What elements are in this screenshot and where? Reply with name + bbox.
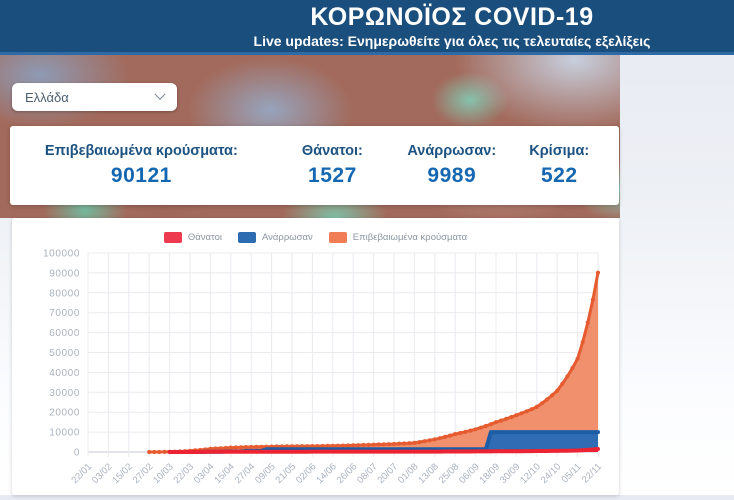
country-select[interactable]: Ελλάδα [12, 83, 177, 111]
svg-text:15/04: 15/04 [212, 461, 237, 486]
svg-text:27/04: 27/04 [233, 461, 258, 486]
svg-text:22/11: 22/11 [580, 461, 604, 485]
app-header: ΚΟΡΩΝΟΪΟΣ COVID-19 Live updates: Ενημερω… [0, 0, 734, 55]
svg-text:12/10: 12/10 [518, 461, 543, 486]
svg-text:01/08: 01/08 [396, 461, 421, 486]
stats-card: Επιβεβαιωμένα κρούσματα: 90121 Θάνατοι: … [10, 126, 619, 205]
stat-confirmed: Επιβεβαιωμένα κρούσματα: 90121 [16, 143, 267, 188]
svg-text:70000: 70000 [49, 308, 80, 319]
chevron-down-icon [154, 88, 166, 100]
svg-text:02/06: 02/06 [294, 461, 319, 486]
svg-text:60000: 60000 [49, 328, 80, 339]
stat-recovered-value: 9989 [427, 164, 477, 187]
stat-recovered-label: Ανάρρωσαν: [407, 143, 497, 159]
stat-critical-label: Κρίσιμα: [529, 143, 590, 159]
svg-text:03/04: 03/04 [192, 461, 217, 486]
svg-text:22/01: 22/01 [70, 461, 95, 486]
stat-confirmed-label: Επιβεβαιωμένα κρούσματα: [44, 143, 238, 159]
svg-text:80000: 80000 [49, 288, 80, 299]
stat-recovered: Ανάρρωσαν: 9989 [398, 143, 505, 188]
stat-critical-value: 522 [540, 164, 578, 187]
svg-text:18/09: 18/09 [478, 461, 503, 486]
svg-text:90000: 90000 [49, 268, 80, 279]
stat-deaths-label: Θάνατοι: [301, 143, 363, 159]
svg-text:0: 0 [74, 448, 80, 459]
svg-text:21/05: 21/05 [274, 461, 299, 486]
svg-text:40000: 40000 [49, 368, 80, 379]
svg-text:24/10: 24/10 [539, 461, 564, 486]
svg-text:08/07: 08/07 [355, 461, 380, 486]
svg-text:06/09: 06/09 [457, 461, 482, 486]
svg-text:10/03: 10/03 [151, 461, 176, 486]
legend-label: Επιβεβαιωμένα κρούσματα [352, 232, 468, 243]
svg-text:30000: 30000 [49, 388, 80, 399]
stat-deaths-value: 1527 [308, 164, 357, 187]
legend-label: Ανάρρωσαν [262, 232, 313, 243]
svg-text:30/09: 30/09 [498, 461, 523, 486]
svg-text:27/02: 27/02 [131, 461, 156, 486]
covid-chart-svg[interactable]: 0 10000 20000 30000 40000 50000 60000 70000 8000… [12, 248, 619, 500]
svg-text:22/03: 22/03 [172, 461, 197, 486]
legend-swatch [238, 232, 257, 243]
legend-item[interactable]: Επιβεβαιωμένα κρούσματα [328, 232, 468, 243]
legend-item[interactable]: Ανάρρωσαν [238, 232, 313, 243]
svg-text:20/07: 20/07 [376, 461, 401, 486]
country-select-value: Ελλάδα [25, 89, 69, 105]
svg-text:50000: 50000 [49, 348, 80, 359]
svg-text:09/05: 09/05 [253, 461, 278, 486]
page-title: ΚΟΡΩΝΟΪΟΣ COVID-19 [310, 3, 594, 31]
svg-text:03/02: 03/02 [90, 461, 115, 486]
chart-legend: Θάνατοι Ανάρρωσαν Επιβεβαιωμένα κρούσματα [12, 231, 619, 244]
svg-text:10000: 10000 [49, 428, 80, 439]
svg-text:25/08: 25/08 [437, 461, 462, 486]
svg-text:20000: 20000 [49, 408, 80, 419]
svg-text:05/11: 05/11 [560, 461, 584, 485]
legend-item[interactable]: Θάνατοι [163, 232, 223, 243]
stat-deaths: Θάνατοι: 1527 [267, 143, 398, 188]
svg-text:14/06: 14/06 [314, 461, 339, 486]
stat-confirmed-value: 90121 [110, 164, 172, 187]
legend-label: Θάνατοι [187, 232, 223, 243]
legend-swatch [328, 232, 347, 243]
svg-text:13/08: 13/08 [416, 461, 441, 486]
stat-critical: Κρίσιμα: 522 [506, 143, 613, 188]
page-subtitle: Live updates: Ενημερωθείτε για όλες τις … [253, 33, 651, 49]
svg-text:100000: 100000 [43, 249, 80, 260]
chart-card: Θάνατοι Ανάρρωσαν Επιβεβαιωμένα κρούσματα … [12, 218, 619, 495]
legend-swatch [163, 232, 182, 243]
svg-text:26/06: 26/06 [335, 461, 360, 486]
svg-text:15/02: 15/02 [110, 461, 135, 486]
